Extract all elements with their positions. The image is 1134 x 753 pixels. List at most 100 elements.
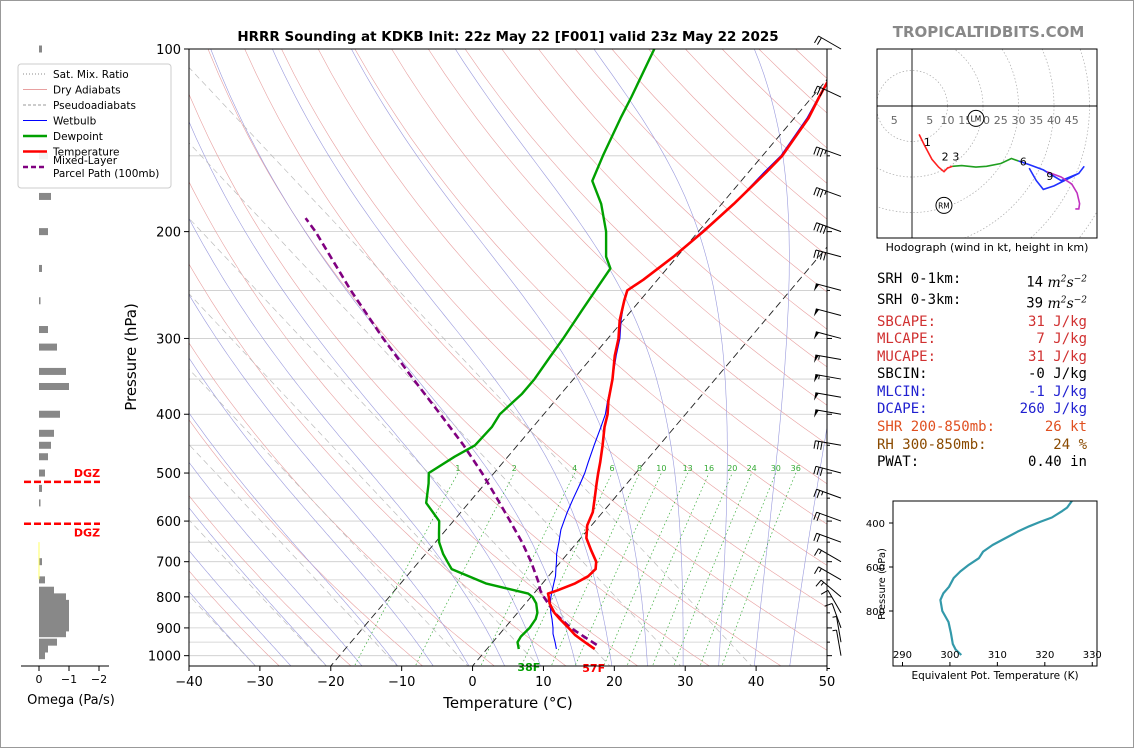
index-value: 31 J/kg <box>1028 349 1087 367</box>
index-value: 26 kt <box>1045 419 1087 437</box>
omega-bar <box>39 652 45 659</box>
barb-staff <box>816 309 841 316</box>
wind-barb <box>814 410 841 418</box>
hodograph-ring-label: 45 <box>1065 114 1079 127</box>
dry-adiabat <box>208 49 785 669</box>
hodograph-caption: Hodograph (wind in kt, height in km) <box>877 241 1097 254</box>
omega-bar <box>39 470 45 477</box>
index-value: -0 J/kg <box>1028 366 1087 384</box>
theta-x-tick-label: 300 <box>940 650 959 661</box>
barb-flag <box>814 410 819 418</box>
hodograph-height-label: 9 <box>1046 170 1053 183</box>
omega-bar <box>39 630 66 637</box>
barb-full <box>814 533 817 541</box>
legend-label: Dewpoint <box>53 131 103 143</box>
index-unit: m2s−2 <box>1043 275 1087 291</box>
barb-half <box>819 375 820 379</box>
mixing-ratio-label: 6 <box>610 464 615 473</box>
omega-bar <box>39 46 42 53</box>
legend-label: Pseudoadiabats <box>53 100 136 112</box>
dgz-label: DGZ <box>74 527 100 540</box>
index-label: SBCIN: <box>877 366 928 384</box>
index-label: DCAPE: <box>877 401 928 419</box>
y-tick-label: 400 <box>156 408 181 423</box>
barb-half <box>821 582 824 585</box>
theta-x-tick-label: 290 <box>893 650 912 661</box>
omega-tick-label: −1 <box>61 673 77 686</box>
index-label: MLCIN: <box>877 384 928 402</box>
wind-barb <box>814 86 841 97</box>
omega-tick-label: 0 <box>36 673 43 686</box>
index-label: SHR 200-850mb: <box>877 419 995 437</box>
index-value: 31 J/kg <box>1028 314 1087 332</box>
wind-barb <box>814 375 841 383</box>
index-value: 24 % <box>1053 437 1087 455</box>
y-tick-label: 1000 <box>148 650 181 665</box>
omega-bar <box>39 193 51 200</box>
y-tick-label: 700 <box>156 556 181 571</box>
omega-bar <box>39 576 45 583</box>
theta-x-axis-label: Equivalent Pot. Temperature (K) <box>911 670 1078 682</box>
y-tick-label: 200 <box>156 226 181 241</box>
hodograph-ring-label: 40 <box>1047 114 1061 127</box>
parcel-path-line <box>306 218 597 645</box>
barb-full <box>817 467 819 475</box>
omega-bar <box>39 411 60 418</box>
barb-full <box>820 252 822 260</box>
hodograph-ring-label: 5 <box>891 114 898 127</box>
barb-flag <box>814 375 819 383</box>
barb-flag <box>814 393 819 401</box>
hodograph-height-label: 2 <box>942 150 949 163</box>
barb-staff <box>817 489 841 498</box>
index-label: SRH 0-1km: <box>877 271 961 292</box>
pseudoadiabat <box>754 49 789 669</box>
mixing-ratio-label: 20 <box>727 464 737 473</box>
barb-full <box>814 147 817 155</box>
barb-full <box>814 223 817 231</box>
omega-bar <box>39 612 69 619</box>
hodograph-ring-label: 30 <box>1012 114 1026 127</box>
index-label: MUCAPE: <box>877 349 936 367</box>
barb-full <box>816 580 821 586</box>
mixing-ratio-label: 36 <box>791 464 801 473</box>
barb-half <box>819 569 821 572</box>
hodograph-ring-label: 25 <box>994 114 1008 127</box>
wind-barb <box>814 355 841 363</box>
index-label: SBCAPE: <box>877 314 936 332</box>
index-value: 39 m2s−2 <box>1026 292 1087 313</box>
wind-barb <box>814 393 841 401</box>
barb-half <box>833 617 837 618</box>
hodograph-height-label: 6 <box>1020 156 1027 169</box>
skewt-axes-frame <box>189 49 827 666</box>
barb-full <box>814 441 815 449</box>
x-tick-label: −40 <box>175 675 202 690</box>
pseudoadiabat <box>121 49 506 669</box>
omega-bar <box>39 645 48 652</box>
mixing-ratio-line <box>626 473 709 669</box>
hodograph-ring-label: 10 <box>941 114 955 127</box>
index-row: MLCIN:-1 J/kg <box>877 384 1087 402</box>
barb-full <box>814 188 817 196</box>
temperature-line <box>548 49 846 649</box>
theta-x-tick-label: 310 <box>988 650 1007 661</box>
mixing-ratio-label: 8 <box>637 464 642 473</box>
mixing-ratio-label: 30 <box>771 464 781 473</box>
omega-tick-label: −2 <box>91 673 107 686</box>
legend-label: Mixed-Layer <box>53 155 118 167</box>
index-row: MLCAPE:7 J/kg <box>877 331 1087 349</box>
wind-barb <box>833 617 841 643</box>
index-label: PWAT: <box>877 454 919 472</box>
omega-bar <box>39 344 57 351</box>
index-row: RH 300-850mb:24 % <box>877 437 1087 455</box>
omega-bar <box>39 485 42 492</box>
omega-bar <box>39 639 57 646</box>
mixing-ratio-label: 16 <box>704 464 714 473</box>
barb-full <box>814 250 816 258</box>
mixing-ratio-line <box>353 473 458 669</box>
barb-staff <box>818 36 841 49</box>
barb-staff <box>815 410 841 415</box>
theta-x-tick-label: 320 <box>1035 650 1054 661</box>
